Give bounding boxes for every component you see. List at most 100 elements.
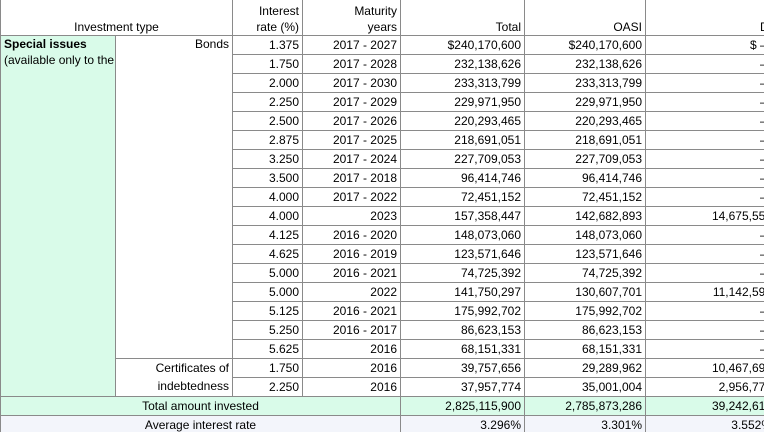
oasi-cell: 35,001,004 — [524, 377, 646, 397]
header-di: DI — [645, 0, 764, 36]
oasi-cell: 96,414,746 — [524, 168, 646, 188]
di-cell: — — [645, 73, 764, 93]
oasi-cell: $240,170,600 — [524, 35, 646, 55]
total-cell: 39,757,656 — [400, 358, 525, 378]
interest-rate-cell: 3.500 — [232, 168, 303, 188]
maturity-years-cell: 2017 - 2018 — [302, 168, 401, 188]
oasi-cell: 218,691,051 — [524, 130, 646, 150]
total-cell: 74,725,392 — [400, 263, 525, 283]
di-cell: 14,675,554 — [645, 206, 764, 226]
interest-rate-cell: 1.375 — [232, 35, 303, 55]
di-cell: 2,956,770 — [645, 377, 764, 397]
maturity-years-cell: 2016 — [302, 358, 401, 378]
total-cell: 218,691,051 — [400, 130, 525, 150]
oasi-cell: 130,607,701 — [524, 282, 646, 302]
interest-rate-cell: 4.625 — [232, 244, 303, 264]
total-label: Total amount invested — [0, 396, 401, 416]
maturity-years-cell: 2016 - 2020 — [302, 225, 401, 245]
table-body: Special issues (available only to the tru… — [0, 35, 764, 432]
di-cell: — — [645, 168, 764, 188]
oasi-cell: 74,725,392 — [524, 263, 646, 283]
total-cell: 229,971,950 — [400, 92, 525, 112]
di-cell: $ — — [645, 35, 764, 55]
di-cell: — — [645, 187, 764, 207]
maturity-years-cell: 2017 - 2026 — [302, 111, 401, 131]
total-cell: $240,170,600 — [400, 35, 525, 55]
average-total-cell: 3.296% — [400, 415, 525, 432]
oasi-cell: 148,073,060 — [524, 225, 646, 245]
oasi-cell: 72,451,152 — [524, 187, 646, 207]
oasi-cell: 229,971,950 — [524, 92, 646, 112]
bonds-label: Bonds — [115, 35, 233, 359]
maturity-years-cell: 2017 - 2022 — [302, 187, 401, 207]
di-cell: — — [645, 263, 764, 283]
oasi-cell: 68,151,331 — [524, 339, 646, 359]
header-total: Total — [400, 0, 525, 36]
interest-rate-cell: 2.000 — [232, 73, 303, 93]
interest-rate-cell: 4.000 — [232, 187, 303, 207]
total-cell: 68,151,331 — [400, 339, 525, 359]
oasi-cell: 220,293,465 — [524, 111, 646, 131]
total-cell: 86,623,153 — [400, 320, 525, 340]
oasi-cell: 175,992,702 — [524, 301, 646, 321]
header-row: Investment type Interest rate (%) Maturi… — [0, 0, 764, 36]
average-oasi-cell: 3.301% — [524, 415, 646, 432]
di-cell: — — [645, 92, 764, 112]
table-row: 4.0002023157,358,447142,682,89314,675,55… — [1, 206, 764, 226]
oasi-cell: 123,571,646 — [524, 244, 646, 264]
interest-rate-cell: 2.250 — [232, 377, 303, 397]
di-cell: — — [645, 111, 764, 131]
di-cell: — — [645, 320, 764, 340]
interest-rate-cell: 2.250 — [232, 92, 303, 112]
maturity-years-cell: 2017 - 2025 — [302, 130, 401, 150]
oasi-cell: 232,138,626 — [524, 54, 646, 74]
di-cell: 10,467,694 — [645, 358, 764, 378]
total-cell: 72,451,152 — [400, 187, 525, 207]
interest-rate-cell: 1.750 — [232, 54, 303, 74]
header-oasi: OASI — [524, 0, 646, 36]
special-issues-note: (available only to the trust funds) — [4, 53, 115, 67]
di-cell: — — [645, 244, 764, 264]
oasi-cell: 233,313,799 — [524, 73, 646, 93]
average-di-cell: 3.552% — [645, 415, 764, 432]
total-row: Total amount invested 2,825,115,900 2,785,… — [0, 396, 764, 416]
maturity-years-cell: 2017 - 2028 — [302, 54, 401, 74]
interest-rate-cell: 1.750 — [232, 358, 303, 378]
di-cell: — — [645, 149, 764, 169]
maturity-years-cell: 2017 - 2027 — [302, 35, 401, 55]
header-interest-rate: Interest rate (%) — [232, 0, 303, 36]
total-cell: 123,571,646 — [400, 244, 525, 264]
interest-rate-cell: 4.125 — [232, 225, 303, 245]
di-cell: — — [645, 54, 764, 74]
maturity-years-cell: 2016 - 2021 — [302, 263, 401, 283]
total-cell: 141,750,297 — [400, 282, 525, 302]
maturity-years-cell: 2016 - 2021 — [302, 301, 401, 321]
table-row: 5.0002022141,750,297130,607,70111,142,59… — [1, 282, 764, 302]
di-cell: — — [645, 225, 764, 245]
total-cell: 220,293,465 — [400, 111, 525, 131]
total-amount-cell: 2,825,115,900 — [400, 396, 525, 416]
interest-rate-cell: 5.125 — [232, 301, 303, 321]
total-cell: 37,957,774 — [400, 377, 525, 397]
interest-rate-cell: 3.250 — [232, 149, 303, 169]
total-cell: 148,073,060 — [400, 225, 525, 245]
total-cell: 96,414,746 — [400, 168, 525, 188]
interest-rate-cell: 5.000 — [232, 263, 303, 283]
di-cell: 11,142,596 — [645, 282, 764, 302]
maturity-years-cell: 2023 — [302, 206, 401, 226]
total-cell: 227,709,053 — [400, 149, 525, 169]
oasi-cell: 29,289,962 — [524, 358, 646, 378]
table-row: Special issues (available only to the tru… — [0, 35, 764, 397]
di-cell: — — [645, 301, 764, 321]
maturity-years-cell: 2016 - 2017 — [302, 320, 401, 340]
interest-rate-cell: 5.625 — [232, 339, 303, 359]
oasi-cell: 227,709,053 — [524, 149, 646, 169]
